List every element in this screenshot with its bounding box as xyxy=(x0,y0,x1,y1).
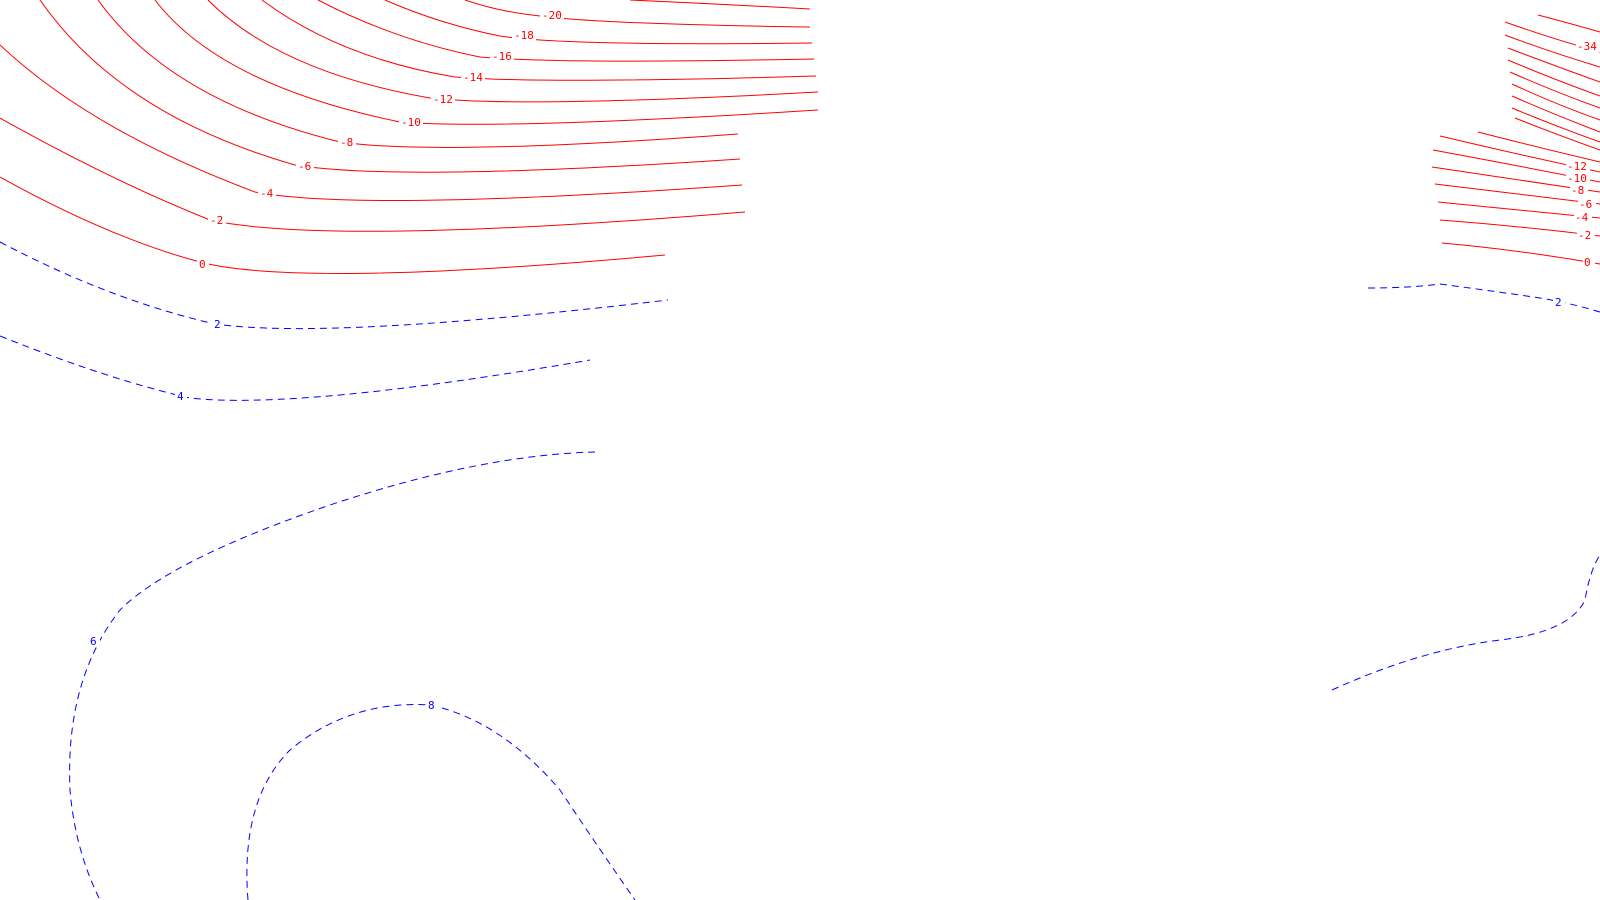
contour-line xyxy=(69,451,596,900)
contour-label: 0 xyxy=(199,258,206,271)
contour-label: -16 xyxy=(492,50,512,63)
contour-label: -20 xyxy=(542,9,562,22)
contour-label: -12 xyxy=(433,93,453,106)
contour-line xyxy=(1507,59,1600,97)
contour-line xyxy=(464,0,811,28)
contour-label: -14 xyxy=(463,71,483,84)
contour-line xyxy=(1537,14,1600,33)
right-negative-labels: -34 -12 -10 -8 -6 -4 -2 0 xyxy=(1566,40,1600,269)
left-negative-contours xyxy=(0,0,819,274)
contour-line xyxy=(1477,131,1600,163)
contour-label: -10 xyxy=(401,116,421,129)
contour-line xyxy=(0,241,669,330)
left-negative-labels: -20 -18 -16 -14 -12 -10 -8 -6 -4 -2 0 xyxy=(197,9,564,271)
contour-line xyxy=(1511,95,1600,133)
contour-line xyxy=(246,704,636,900)
left-positive-contours xyxy=(0,241,669,900)
contour-line xyxy=(154,0,819,125)
contour-line xyxy=(1509,71,1600,109)
contour-line xyxy=(1441,242,1600,265)
contour-label: -4 xyxy=(260,187,274,200)
contour-label: -6 xyxy=(298,160,311,173)
contour-line xyxy=(1504,34,1600,68)
contour-label: -2 xyxy=(1578,229,1591,242)
contour-line xyxy=(629,0,811,10)
contour-label: 2 xyxy=(1555,296,1562,309)
contour-line xyxy=(384,0,813,45)
contour-label: -12 xyxy=(1567,160,1587,173)
contour-label: -8 xyxy=(1571,184,1584,197)
contour-label: -4 xyxy=(1575,211,1589,224)
contour-line xyxy=(1367,283,1600,313)
contour-line xyxy=(1511,107,1600,143)
contour-label: -2 xyxy=(210,214,223,227)
contour-line xyxy=(0,176,666,274)
contour-line xyxy=(0,117,746,232)
contour-label: 0 xyxy=(1584,256,1591,269)
contour-line xyxy=(0,44,743,202)
contour-label: -8 xyxy=(340,136,353,149)
contour-label: -34 xyxy=(1577,40,1597,53)
contour-line xyxy=(317,0,815,62)
contour-label: 4 xyxy=(177,390,184,403)
contour-label: 2 xyxy=(214,318,221,331)
right-positive-labels: 2 xyxy=(1553,296,1565,309)
right-positive-contours xyxy=(1331,283,1600,691)
contour-line xyxy=(1514,117,1600,151)
contour-line xyxy=(1331,554,1600,691)
contour-label: -10 xyxy=(1567,172,1587,185)
contour-line xyxy=(1511,83,1600,121)
contour-label: 8 xyxy=(428,699,435,712)
contour-label: 6 xyxy=(90,635,97,648)
right-negative-contours xyxy=(1431,14,1600,265)
left-positive-labels: 2 4 6 8 xyxy=(88,318,438,712)
contour-label: -18 xyxy=(514,29,534,42)
contour-line xyxy=(0,335,591,401)
contour-label: -6 xyxy=(1579,198,1592,211)
contour-line xyxy=(1507,47,1600,83)
